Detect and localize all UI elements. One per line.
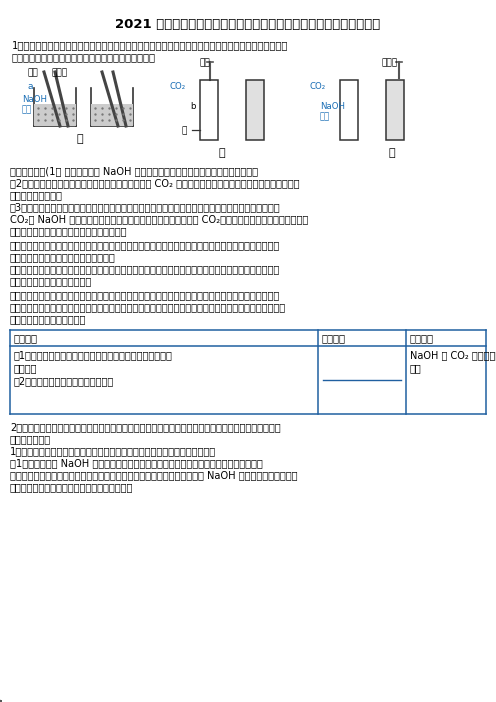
- Text: 请你帮助小明完成下列实验。: 请你帮助小明完成下列实验。: [10, 314, 86, 324]
- Polygon shape: [34, 104, 76, 126]
- Text: （2）向上述溶液中通入二氧化碳气体: （2）向上述溶液中通入二氧化碳气体: [14, 376, 114, 386]
- Text: 溶液: 溶液: [22, 105, 32, 114]
- Text: （1）实验一：向 NaOH 溶液中先滴入几滴酚酮溶液，振荡，再滴入稀硫酸，观察到溶液由: （1）实验一：向 NaOH 溶液中先滴入几滴酚酮溶液，振荡，再滴入稀硫酸，观察到…: [10, 458, 263, 468]
- Text: 反应: 反应: [410, 363, 422, 373]
- Text: CO₂: CO₂: [310, 82, 326, 91]
- Text: b: b: [190, 102, 195, 111]
- Text: 溶液: 溶液: [320, 112, 330, 121]
- Text: 1、兴趣小组小夏同学提出，酸、碱中和没有明显现象，并设计如下两个实验：: 1、兴趣小组小夏同学提出，酸、碱中和没有明显现象，并设计如下两个实验：: [10, 446, 216, 456]
- Text: （3）丙实验滴入稀盐酸后，观察到溶液中有气泡冒出，写出产生气泡的化学方程式＿＿＿，此现象说明: （3）丙实验滴入稀盐酸后，观察到溶液中有气泡冒出，写出产生气泡的化学方程式＿＿＿…: [10, 202, 281, 212]
- Text: 2021 年中考化学热点题型《氮氧化钓与二氧化碳反应探究》强化训练: 2021 年中考化学热点题型《氮氧化钓与二氧化碳反应探究》强化训练: [116, 18, 380, 31]
- Text: 实验现象: 实验现象: [322, 333, 346, 343]
- Text: 丙: 丙: [389, 148, 395, 158]
- Text: 或「中性」）物质。: 或「中性」）物质。: [10, 190, 63, 200]
- Text: 实验操作: 实验操作: [14, 333, 38, 343]
- Text: 继续实验验证。: 继续实验验证。: [10, 434, 51, 444]
- Text: NaOH 与 CO₂ 能发生化学: NaOH 与 CO₂ 能发生化学: [410, 350, 496, 360]
- Text: 酌酸: 酌酸: [28, 68, 39, 77]
- Text: 氧化钓的酒精溶液与氮氧化钓的水溶液化学性质相似，碳酸钓不与酒精反应也不溢于酒精。根据上述信息，: 氧化钓的酒精溶液与氮氧化钓的水溶液化学性质相似，碳酸钓不与酒精反应也不溢于酒精。…: [10, 302, 286, 312]
- Text: 水: 水: [182, 126, 187, 135]
- Text: 石蕊: 石蕊: [200, 58, 211, 67]
- Text: 》归纳结论》对于无明显现象的化学实验，既可以通过检验有新物质生成证明反应的发生，也可以通过证: 》归纳结论》对于无明显现象的化学实验，既可以通过检验有新物质生成证明反应的发生，…: [10, 264, 280, 274]
- Text: 》现象分析》(1） 甲实验中表明 NaOH 溶液与稀盐酸发生了反应的现象是＿＿＿＿＿。: 》现象分析》(1） 甲实验中表明 NaOH 溶液与稀盐酸发生了反应的现象是＿＿＿…: [10, 166, 258, 176]
- Text: 察到有白色沉淠生成，也可以得出相同结论。: 察到有白色沉淠生成，也可以得出相同结论。: [10, 226, 127, 236]
- Text: ＿＿＿色变为无色，说明碱与酸发生反应。在上述试管中再逐滴滴入过量的 NaOH 溶液，不断振荡，如果: ＿＿＿色变为无色，说明碱与酸发生反应。在上述试管中再逐滴滴入过量的 NaOH 溶…: [10, 470, 298, 480]
- Text: 的现象，以证明反应的发生。他们做了以下三个实验：: 的现象，以证明反应的发生。他们做了以下三个实验：: [12, 52, 156, 62]
- Text: 实验结论: 实验结论: [410, 333, 434, 343]
- Text: （1）取一定量的氮氧化钓固体于烧杯中，向其加入适量的酒: （1）取一定量的氮氧化钓固体于烧杯中，向其加入适量的酒: [14, 350, 173, 360]
- Text: 》拓展迁移》小明查阅资料获知，氮氧化钓与酒精不发生化学反应，但能溢于酒精形成无色透明溶液，氮: 》拓展迁移》小明查阅资料获知，氮氧化钓与酒精不发生化学反应，但能溢于酒精形成无色…: [10, 290, 280, 300]
- Polygon shape: [386, 80, 404, 140]
- Text: 明＿＿＿＿来证明反应的发生。: 明＿＿＿＿来证明反应的发生。: [10, 276, 92, 286]
- Text: CO₂与 NaOH 溶液能发生反应。同学们经过讨论，一致认为通入 CO₂后的溶液中滴入＿＿＿＿溶液，观: CO₂与 NaOH 溶液能发生反应。同学们经过讨论，一致认为通入 CO₂后的溶液…: [10, 214, 308, 224]
- Text: 1、某化学兴趣小组的同学发现：许多无明显现象的化学反应，可通过滴加其他试剂的方法使之产生明显: 1、某化学兴趣小组的同学发现：许多无明显现象的化学反应，可通过滴加其他试剂的方法…: [12, 40, 288, 50]
- Text: 有实验＿＿＿＿（填「甲」或「丙」）。: 有实验＿＿＿＿（填「甲」或「丙」）。: [10, 252, 116, 262]
- Text: 观察到＿＿＿＿＿＿，证明了加的稀硫酸过量。: 观察到＿＿＿＿＿＿，证明了加的稀硫酸过量。: [10, 482, 133, 492]
- Polygon shape: [91, 104, 133, 126]
- Text: NaOH: NaOH: [320, 102, 345, 111]
- Text: a: a: [27, 82, 33, 91]
- Text: （2）乙实验中观察到石蕊溶液由紫色变为红色，说明 CO₂ 能与水反应生成＿＿＿（填「酸性」、「碱性」: （2）乙实验中观察到石蕊溶液由紫色变为红色，说明 CO₂ 能与水反应生成＿＿＿（…: [10, 178, 300, 188]
- Text: 稀盐酸: 稀盐酸: [52, 68, 68, 77]
- Polygon shape: [246, 80, 264, 140]
- Text: 稀盐酸: 稀盐酸: [382, 58, 398, 67]
- Text: 2、某化学兴趣小组在自的酸、碱、盐化学性质时，发现有些实验无法观察到明显现象，需要进行改进或: 2、某化学兴趣小组在自的酸、碱、盐化学性质时，发现有些实验无法观察到明显现象，需…: [10, 422, 281, 432]
- Text: NaOH: NaOH: [22, 95, 47, 104]
- Text: 甲: 甲: [77, 134, 83, 144]
- Text: 精溶液；: 精溶液；: [14, 363, 38, 373]
- Text: CO₂: CO₂: [170, 82, 186, 91]
- Text: 乙: 乙: [219, 148, 225, 158]
- Text: 》交流讨论》由上述实验得知，实验乙是通过检验有新物质生成证明反应发生，与乙采用了相同原理的还: 》交流讨论》由上述实验得知，实验乙是通过检验有新物质生成证明反应发生，与乙采用了…: [10, 240, 280, 250]
